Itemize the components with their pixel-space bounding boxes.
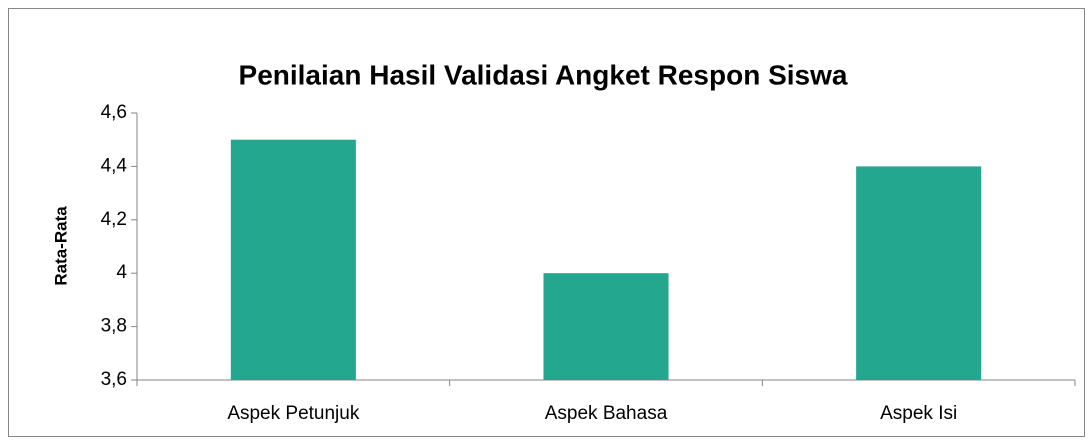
- y-tick-label: 3,6: [101, 369, 127, 390]
- y-tick-label: 4: [116, 262, 127, 283]
- x-tick-label: Aspek Petunjuk: [227, 403, 360, 424]
- x-tick-label: Aspek Bahasa: [545, 403, 668, 424]
- bar: [543, 273, 669, 380]
- bar: [230, 139, 356, 380]
- y-tick-label: 4,2: [101, 209, 127, 230]
- chart-title: Penilaian Hasil Validasi Angket Respon S…: [239, 59, 848, 90]
- y-tick-label: 3,8: [101, 316, 127, 337]
- x-tick-label: Aspek Isi: [880, 403, 957, 424]
- y-tick-label: 4,6: [101, 102, 127, 123]
- bar: [856, 166, 982, 380]
- y-axis-label: Rata-Rata: [51, 206, 70, 286]
- y-tick-label: 4,4: [101, 155, 128, 176]
